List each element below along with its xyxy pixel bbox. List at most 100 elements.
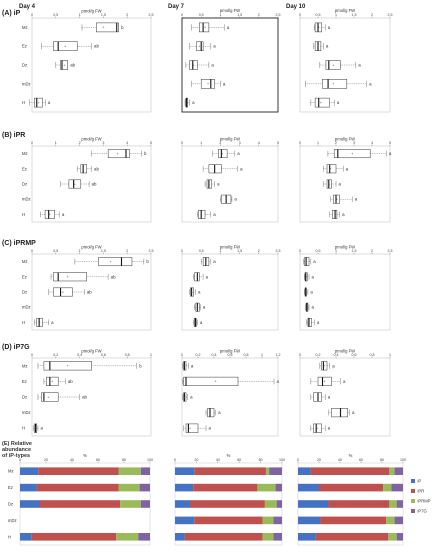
stack-segment-ip7g (276, 500, 282, 508)
axis-tick-label: 80 (259, 458, 263, 462)
boxplot-panel: pmol/g FW0 0.5 1 1.5 2 2.5+ a+ a+ a+ a+ a (299, 245, 393, 331)
box-iqr (53, 287, 73, 297)
significance-label: a (310, 290, 313, 295)
box-h: + a (183, 423, 212, 433)
axis-tick-label: 4 (258, 141, 260, 145)
box-mdz: + a (330, 194, 358, 204)
box-mz: + a (314, 22, 331, 33)
axis-unit-label: pmol/g FW (220, 137, 240, 142)
axis-unit-label: pmol/g FW (81, 9, 101, 14)
axis-tick-label: 2 (258, 249, 260, 253)
mean-marker: + (208, 182, 210, 186)
stack-segment-ipr (38, 467, 119, 475)
box-mz: + b (74, 257, 149, 267)
axis-tick-label: 1.5 (237, 13, 242, 17)
significance-label: a (339, 182, 342, 187)
axis-tick-label: 1 (219, 249, 221, 253)
stack-segment-ip (20, 500, 40, 508)
stack-segment-iprmp (262, 533, 274, 541)
significance-label: a (355, 197, 358, 202)
significance-label: a (277, 379, 280, 384)
box-mz: + a (200, 257, 216, 267)
axis-unit-label: % (349, 453, 353, 458)
legend-swatch (411, 509, 415, 513)
legend: iP iPR iPRMP iP7G (411, 479, 431, 514)
mean-marker: + (102, 26, 104, 30)
mean-marker: + (334, 213, 336, 217)
mean-marker: + (194, 321, 196, 325)
group-label-h: H (22, 100, 25, 105)
box-ez: + ab (43, 376, 73, 386)
stack-segment-ip (175, 467, 195, 475)
stack-segment-ip7g (140, 500, 150, 508)
axis-tick-label: 1 (200, 141, 202, 145)
significance-label: ab (82, 395, 87, 400)
box-mz: + a (212, 149, 240, 159)
stack-segment-ip (175, 483, 194, 492)
box-mz: + a (303, 257, 316, 267)
axis-tick-label: 40 (338, 458, 342, 462)
significance-label: a (317, 320, 320, 325)
box-ez: + a (202, 164, 243, 174)
axis-tick-label: 5 (389, 141, 391, 145)
axis-tick-label: 20 (194, 458, 198, 462)
box-iqr (199, 22, 210, 33)
axis-tick-label: 80 (380, 458, 384, 462)
box-h: + a (184, 97, 195, 108)
mean-marker: + (328, 182, 330, 186)
box-h: + a (29, 97, 51, 108)
axis-tick-label: 0.5 (316, 13, 321, 17)
significance-label: a (237, 151, 240, 156)
mean-marker: + (215, 380, 217, 384)
axis-tick-label: 100 (279, 458, 285, 462)
legend-swatch (411, 489, 415, 493)
stack-segment-iprmp (262, 516, 274, 525)
axis-tick-label: 4 (371, 141, 373, 145)
column-header-0: Day 4 (19, 4, 36, 10)
mean-marker: + (209, 411, 211, 415)
box-mdz: + a (194, 302, 206, 312)
stack-segment-ipr (319, 483, 384, 492)
box-h: + a (32, 423, 43, 433)
box-dz: + ab (60, 179, 97, 189)
mean-marker: + (308, 321, 310, 325)
box-mz: + a (182, 361, 194, 371)
axis-tick-label: 2 (219, 141, 221, 145)
legend-label: iPRMP (418, 499, 431, 504)
box-h: + a (310, 423, 331, 433)
group-label-ez: Ez (22, 44, 27, 49)
stack-segment-ipr (194, 467, 266, 475)
significance-label: a (48, 100, 51, 105)
mean-marker: + (305, 275, 307, 279)
axis-tick-label: 2.5 (149, 13, 154, 17)
axis-tick-label: 5 (277, 141, 279, 145)
axis-tick-label: 0.2 (196, 353, 201, 357)
significance-label: a (213, 259, 216, 264)
axis-tick-label: 0.5 (53, 13, 58, 17)
axis-tick-label: 3 (239, 141, 241, 145)
axis-tick-label: 60 (359, 458, 363, 462)
stack-segment-iprmp (118, 483, 140, 492)
box-iqr (331, 408, 348, 418)
significance-label: a (352, 410, 355, 415)
stack-segment-ip7g (138, 533, 150, 541)
axis-tick-label: 0.8 (370, 353, 375, 357)
mean-marker: + (51, 380, 53, 384)
group-label-ez: Ez (8, 485, 13, 490)
axis-tick-label: 2.5 (388, 249, 393, 253)
axis-unit-label: pmol/g FW (81, 245, 101, 250)
legend-label: iP7G (418, 509, 427, 514)
axis-tick-label: 0 (19, 458, 21, 462)
axis-unit-label: pmol/g FW (335, 8, 355, 13)
axis-tick-label: 0 (181, 353, 183, 357)
axis-unit-label: pmol/g FW (335, 245, 355, 250)
group-label-h: H (22, 426, 25, 431)
axis-tick-label: 0 (31, 249, 33, 253)
box-iqr (185, 423, 199, 433)
mean-marker: + (225, 198, 227, 202)
significance-label: a (206, 274, 209, 279)
group-label-mdz: mDz (22, 410, 31, 415)
group-label-mdz: mDz (22, 305, 31, 310)
panel-title: (B) iPR (2, 132, 25, 139)
